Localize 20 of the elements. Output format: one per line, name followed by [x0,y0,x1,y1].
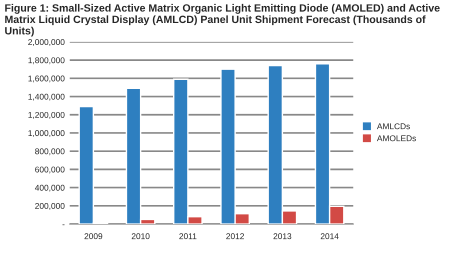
x-tick-label: 2012 [226,233,244,240]
x-tick-label: 2013 [274,233,292,240]
y-tick-label: 200,000 [35,203,65,210]
legend-label: AMOLEDs [376,135,416,142]
y-tick-label: - [62,224,65,226]
x-tick-label: 2010 [132,233,150,240]
x-tick-label: 2009 [84,233,102,240]
y-tick-label: 1,400,000 [28,94,65,101]
legend-label: AMLCDs [376,123,410,130]
y-tick-label: 2,000,000 [28,39,65,46]
y-tick-label: 1,000,000 [28,130,65,138]
chart-title: Figure 1: Small-Sized Active Matrix Organic Light Emitting Diode (AMOLED) and Active Matrix Liquid Crystal Display (AMLCD) Panel Unit Shipment Forecast (Thousands of Units) [5,4,440,37]
x-tick-label: 2011 [179,233,196,240]
y-tick-label: 800,000 [35,148,65,156]
y-tick-label: 400,000 [34,184,65,192]
y-tick-label: 1,600,000 [28,76,65,82]
x-tick-label: 2014 [320,233,339,240]
y-tick-label: 1,800,000 [28,57,65,64]
y-tick-label: 600,000 [35,166,65,174]
y-tick-label: 1,200,000 [28,112,65,119]
